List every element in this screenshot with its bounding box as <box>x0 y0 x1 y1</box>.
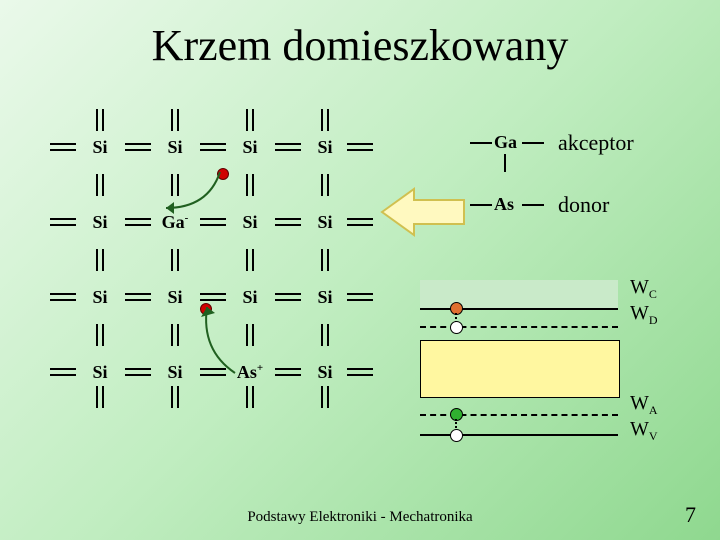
bond-horizontal <box>125 292 151 302</box>
bond-vertical <box>245 249 255 271</box>
bond-horizontal <box>125 217 151 227</box>
wa-label: WA <box>630 392 658 418</box>
wc-label: WC <box>630 276 657 302</box>
slide-title: Krzem domieszkowany <box>0 20 720 71</box>
bond-horizontal <box>347 217 373 227</box>
forbidden-gap-box <box>420 340 620 398</box>
bond-horizontal <box>50 292 76 302</box>
bond-horizontal <box>275 217 301 227</box>
bond-horizontal <box>125 367 151 377</box>
bond-horizontal <box>347 292 373 302</box>
bond-horizontal <box>347 142 373 152</box>
donor-hole <box>450 321 463 334</box>
atom-si: Si <box>305 285 345 309</box>
bond-vertical <box>170 249 180 271</box>
legend-bond <box>470 142 492 144</box>
page-number: 7 <box>685 502 696 528</box>
bond-vertical <box>95 386 105 408</box>
atom-si: Si <box>155 285 195 309</box>
band-diagram: WC WD WA WV <box>420 280 680 470</box>
bond-horizontal <box>275 367 301 377</box>
atom-si: Si <box>305 360 345 384</box>
bond-vertical <box>320 386 330 408</box>
bond-horizontal <box>125 142 151 152</box>
legend-donor-atom: As <box>494 194 514 215</box>
bond-vertical <box>320 324 330 346</box>
atom-si: Si <box>305 135 345 159</box>
bond-horizontal <box>275 292 301 302</box>
footer-text: Podstawy Elektroniki - Mechatronika <box>0 509 720 526</box>
bond-vertical <box>95 249 105 271</box>
bond-horizontal <box>275 142 301 152</box>
wv-label: WV <box>630 418 658 444</box>
legend-donor-label: donor <box>558 192 609 218</box>
legend-acceptor-atom: Ga <box>494 132 517 153</box>
bond-vertical <box>95 324 105 346</box>
legend-acceptor-label: akceptor <box>558 130 634 156</box>
acceptor-hole <box>450 429 463 442</box>
bond-vertical <box>245 109 255 131</box>
atom-si: Si <box>305 210 345 234</box>
atom-si: Si <box>80 135 120 159</box>
atom-si: Si <box>80 360 120 384</box>
legend-bond <box>522 142 544 144</box>
bond-vertical <box>320 109 330 131</box>
bond-vertical <box>95 109 105 131</box>
bond-vertical <box>245 174 255 196</box>
bond-horizontal <box>347 367 373 377</box>
legend-bond <box>522 204 544 206</box>
atom-si: Si <box>80 285 120 309</box>
bond-vertical <box>170 324 180 346</box>
atom-si: Si <box>155 360 195 384</box>
bond-horizontal <box>50 367 76 377</box>
bond-horizontal <box>50 217 76 227</box>
atom-si: Si <box>80 210 120 234</box>
bond-vertical <box>95 174 105 196</box>
bond-vertical <box>170 109 180 131</box>
bond-horizontal <box>50 142 76 152</box>
bond-vertical <box>170 386 180 408</box>
hole-arc <box>148 150 238 220</box>
bond-vertical <box>320 174 330 196</box>
bond-vertical <box>320 249 330 271</box>
electron-arc <box>195 295 265 385</box>
wd-label: WD <box>630 302 658 328</box>
bond-vertical <box>245 386 255 408</box>
legend-bond <box>504 154 506 172</box>
legend-bond <box>470 204 492 206</box>
